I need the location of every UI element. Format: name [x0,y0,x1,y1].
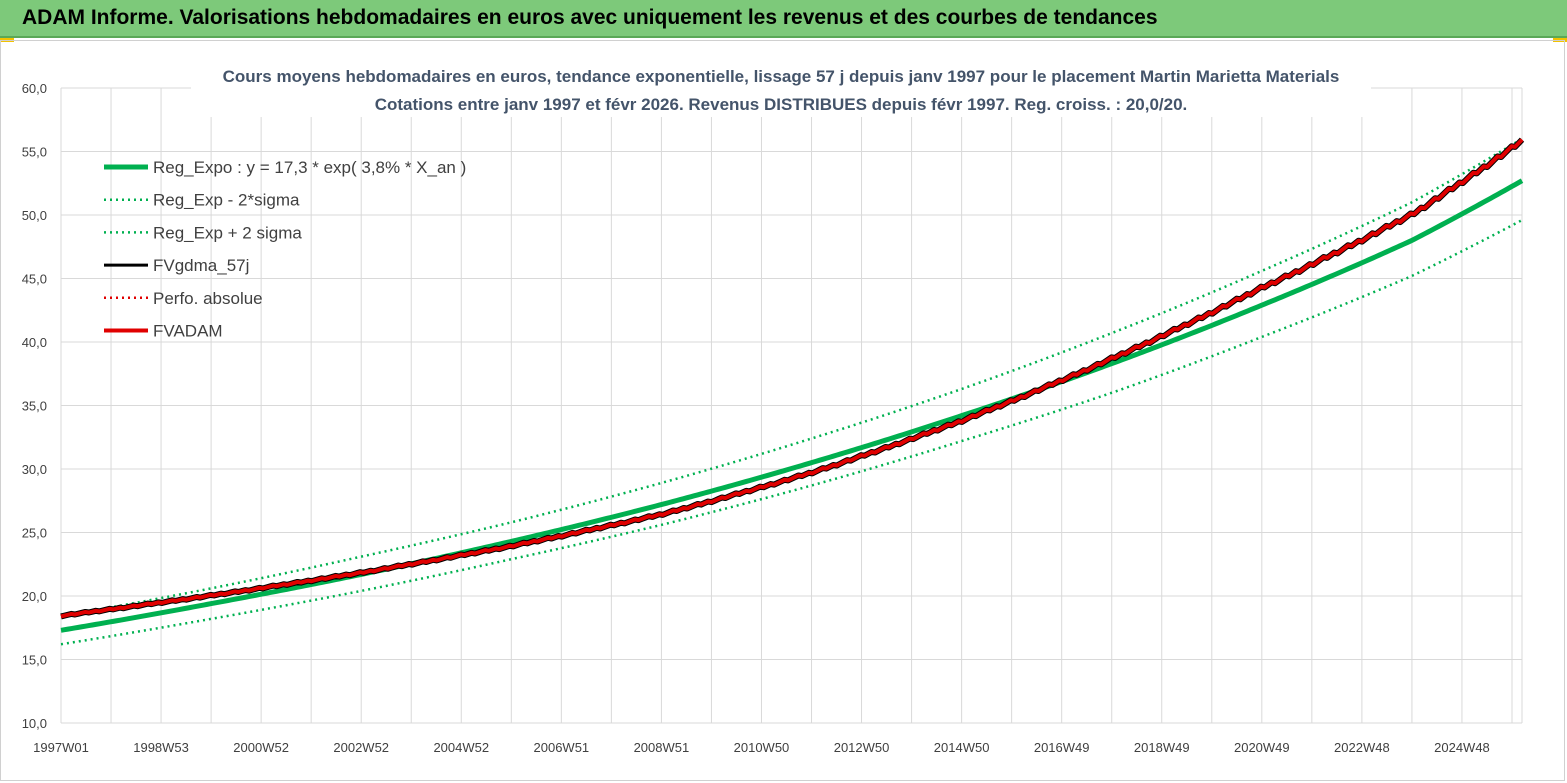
series-line-1 [60,218,1523,646]
horizontal-gridlines [61,87,1522,724]
y-tick-label: 30,0 [22,462,47,477]
legend-label-2: Reg_Exp + 2 sigma [153,223,302,242]
x-tick-label: 2012W50 [834,740,890,755]
y-tick-label: 25,0 [22,526,47,541]
y-axis-ticks: 10,0 15,0 20,0 25,0 30,0 35,0 40,0 45,0 50,0 55,0… [22,81,47,731]
y-tick-label: 50,0 [22,208,47,223]
y-tick-label: 15,0 [22,653,47,668]
title-backdrop [191,59,1371,117]
x-tick-label: 2008W51 [634,740,690,755]
y-tick-label: 55,0 [22,145,47,160]
x-tick-label: 1998W53 [133,740,189,755]
x-tick-label: 2024W48 [1434,740,1490,755]
legend-label-5: FVADAM [153,322,223,341]
legend-label-0: Reg_Expo : y = 17,3 * exp( 3,8% * X_an ) [153,158,466,177]
chart-frame: 10,0 15,0 20,0 25,0 30,0 35,0 40,0 45,0 50,0 55,0… [0,40,1565,781]
series-line-3 [60,137,1525,620]
x-tick-label: 2002W52 [333,740,389,755]
x-tick-label: 2004W52 [433,740,489,755]
series-line-0 [60,178,1524,633]
legend-label-1: Reg_Exp - 2*sigma [153,191,300,210]
chart-title: Cours moyens hebdomadaires en euros, ten… [223,67,1340,86]
x-tick-label: 2000W52 [233,740,289,755]
y-tick-label: 35,0 [22,399,47,414]
x-tick-label: 2018W49 [1134,740,1190,755]
series-line-4 [60,138,1523,618]
y-tick-label: 60,0 [22,81,47,96]
x-tick-label: 2022W48 [1334,740,1390,755]
report-title: ADAM Informe. Valorisations hebdomadaire… [22,6,1158,29]
legend-label-3: FVgdma_57j [153,256,249,275]
chart-svg: 10,0 15,0 20,0 25,0 30,0 35,0 40,0 45,0 50,0 55,0… [22,59,1525,755]
legend: Reg_Expo : y = 17,3 * exp( 3,8% * X_an )… [104,158,466,341]
y-tick-label: 20,0 [22,589,47,604]
chart-subtitle: Cotations entre janv 1997 et févr 2026. … [375,95,1188,114]
x-tick-label: 2020W49 [1234,740,1290,755]
legend-label-4: Perfo. absolue [153,289,263,308]
report-banner: ADAM Informe. Valorisations hebdomadaire… [0,0,1567,38]
series-line-2 [60,137,1523,618]
x-axis-ticks: 1997W01 1998W53 2000W52 2002W52 2004W52 2006W… [33,740,1490,755]
y-tick-label: 10,0 [22,716,47,731]
series-layer [60,137,1525,646]
x-tick-label: 2006W51 [534,740,590,755]
x-tick-label: 1997W01 [33,740,89,755]
y-tick-label: 45,0 [22,272,47,287]
series-line-5 [60,138,1524,619]
x-tick-label: 2014W50 [934,740,990,755]
y-tick-label: 40,0 [22,335,47,350]
x-tick-label: 2016W49 [1034,740,1090,755]
x-tick-label: 2010W50 [734,740,790,755]
